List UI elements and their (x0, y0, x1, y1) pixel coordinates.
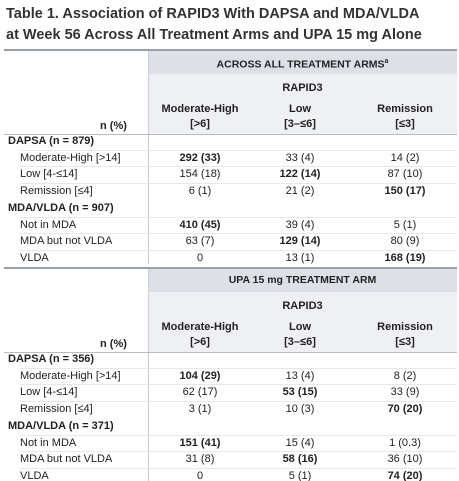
cell: 5 (1) (393, 218, 417, 231)
heading-band (148, 50, 457, 74)
row-label: Remission [≤4] (20, 185, 93, 198)
cell: 129 (14) (279, 235, 321, 248)
cell: 80 (9) (390, 235, 420, 248)
cell: 150 (17) (384, 185, 426, 198)
cell: 62 (17) (182, 386, 218, 399)
column-header: [≤3] (395, 336, 415, 348)
cell: 13 (1) (285, 251, 315, 264)
row-rule (20, 233, 457, 235)
row-label: MDA but not VLDA (20, 453, 113, 466)
group-label: MDA/VLDA (n = 371) (8, 419, 114, 432)
column-header: [≤3] (395, 118, 415, 130)
column-header: [3–≤6] (284, 336, 316, 348)
row-label: Not in MDA (20, 218, 77, 231)
panel-top-rule (4, 49, 457, 51)
row-label: Moderate-High [>14] (20, 369, 121, 382)
cell: 0 (196, 469, 204, 481)
row-rule (20, 451, 457, 453)
row-rule (20, 183, 457, 185)
row-label: MDA but not VLDA (20, 235, 113, 248)
cell: 63 (7) (185, 235, 215, 248)
group-label: DAPSA (n = 356) (8, 353, 95, 365)
cell: 53 (15) (282, 386, 318, 399)
cell: 8 (2) (393, 369, 417, 382)
row-rule (20, 216, 457, 218)
row-rule (20, 434, 457, 436)
row-label: Remission [≤4] (20, 403, 93, 416)
column-header: Low (289, 103, 311, 115)
row-label: VLDA (20, 251, 49, 264)
header-area (148, 292, 457, 352)
cell: 14 (2) (390, 151, 420, 164)
column-header: Remission (377, 321, 433, 333)
column-header: Remission (377, 103, 433, 115)
footnote-marker: a (384, 58, 389, 65)
cell: 13 (4) (285, 369, 315, 382)
cell: 39 (4) (285, 218, 315, 231)
row-rule (20, 149, 457, 151)
panel-top-rule (4, 267, 457, 269)
column-header: [>6] (190, 336, 210, 348)
cell: 1 (0.3) (389, 436, 421, 449)
subheading: RAPID3 (282, 300, 323, 312)
column-header: Moderate-High (161, 321, 239, 333)
row-label: Moderate-High [>14] (20, 151, 121, 164)
cell: 5 (1) (288, 469, 312, 481)
row-rule (20, 384, 457, 386)
row-rule (20, 367, 457, 369)
cell: 31 (8) (185, 453, 215, 466)
heading-text: ACROSS ALL TREATMENT ARMS (216, 58, 385, 71)
cell: 292 (33) (179, 151, 221, 164)
cell: 0 (196, 251, 204, 264)
row-label: Low [4-≤14] (20, 386, 78, 399)
heading-band (148, 268, 457, 292)
column-header: [>6] (190, 118, 210, 130)
row-rule (20, 401, 457, 403)
cell: 21 (2) (285, 185, 315, 198)
cell: 3 (1) (188, 403, 212, 416)
group-label: MDA/VLDA (n = 907) (8, 201, 114, 214)
row-rule (20, 166, 457, 168)
left-rule (148, 268, 149, 481)
row-rule (20, 467, 457, 469)
heading-text: UPA 15 mg TREATMENT ARM (228, 274, 377, 286)
cell: 104 (29) (179, 369, 221, 382)
row-header: n (%) (100, 338, 127, 350)
panel-rule (4, 134, 457, 135)
column-header: Low (289, 321, 311, 333)
cell: 15 (4) (285, 436, 315, 449)
row-label: VLDA (20, 469, 49, 481)
cell: 122 (14) (279, 168, 321, 181)
left-rule (148, 50, 149, 264)
column-header: [3–≤6] (284, 118, 316, 130)
panel-rule (4, 352, 457, 353)
panel-heading: UPA 15 mg TREATMENT ARM (148, 273, 457, 287)
cell: 58 (16) (282, 453, 318, 466)
panel-heading: ACROSS ALL TREATMENT ARMSa (148, 55, 457, 72)
row-rule (20, 249, 457, 251)
title: Table 1. Association of RAPID3 With DAPS… (6, 6, 420, 22)
cell: 36 (10) (387, 453, 423, 466)
column-header: Moderate-High (161, 103, 239, 115)
cell: 410 (45) (179, 218, 221, 231)
cell: 168 (19) (384, 251, 426, 264)
row-label: Not in MDA (20, 436, 77, 449)
title: at Week 56 Across All Treatment Arms and… (6, 27, 422, 43)
group-label: DAPSA (n = 879) (8, 135, 95, 147)
cell: 154 (18) (179, 168, 221, 181)
header-area (148, 74, 457, 134)
cell: 151 (41) (179, 436, 221, 449)
cell: 74 (20) (387, 469, 423, 481)
cell: 70 (20) (387, 403, 423, 416)
cell: 87 (10) (387, 168, 423, 181)
row-header: n (%) (100, 120, 127, 132)
subheading: RAPID3 (282, 82, 323, 94)
cell: 6 (1) (188, 185, 212, 198)
cell: 33 (4) (285, 151, 315, 164)
cell: 10 (3) (285, 403, 315, 416)
cell: 33 (9) (390, 386, 420, 399)
row-label: Low [4-≤14] (20, 168, 78, 181)
